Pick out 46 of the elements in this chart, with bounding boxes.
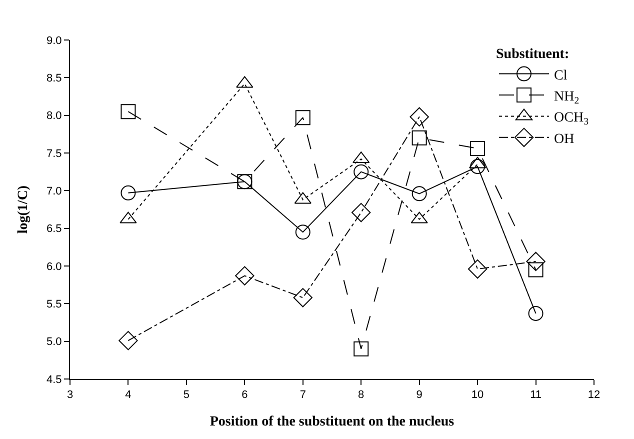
y-tick-label: 7.0 — [46, 186, 62, 198]
x-tick-label: 6 — [242, 389, 248, 402]
legend-label: OH — [554, 132, 574, 147]
point — [528, 306, 544, 321]
x-tick-label: 4 — [125, 389, 132, 402]
y-tick-label: 9.0 — [46, 34, 62, 47]
x-tick-label: 12 — [588, 389, 600, 402]
point — [354, 341, 369, 356]
y-tick-label: 4.5 — [46, 374, 62, 386]
x-tick-label: 11 — [530, 389, 542, 402]
point — [293, 288, 312, 308]
point — [120, 104, 136, 120]
y-tick-label: 8.5 — [46, 72, 62, 85]
y-tick-label: 6.5 — [46, 223, 62, 236]
x-tick-label: 9 — [416, 389, 422, 402]
point — [412, 130, 427, 146]
point — [470, 159, 486, 174]
point — [120, 185, 136, 200]
point — [412, 186, 427, 202]
x-axis-title: Position of the substituent on the nucleus — [210, 414, 455, 430]
point — [354, 164, 369, 180]
y-tick-label: 6.0 — [46, 260, 62, 273]
point — [470, 140, 486, 156]
point — [295, 110, 310, 126]
point — [235, 266, 254, 286]
x-tick-label: 5 — [183, 389, 190, 402]
y-axis-title: log(1/C) — [16, 185, 32, 234]
point — [468, 259, 488, 279]
y-tick-label: 8.0 — [46, 110, 62, 122]
y-tick-label: 5.0 — [46, 336, 62, 348]
point — [352, 202, 371, 222]
legend-label: Cl — [554, 68, 568, 84]
point — [526, 252, 546, 272]
x-tick-label: 7 — [300, 389, 306, 402]
point — [528, 262, 544, 278]
y-tick-label: 7.5 — [46, 148, 62, 160]
legend-label: NH$_{2}$ — [554, 89, 580, 106]
y-tick-label: 5.5 — [46, 298, 62, 311]
point — [295, 224, 310, 240]
point — [118, 330, 138, 350]
point — [410, 107, 429, 126]
legend-title: Substituent: — [496, 47, 570, 62]
x-tick-label: 8 — [358, 389, 364, 402]
x-tick-label: 3 — [66, 389, 74, 402]
x-tick-label: 10 — [471, 389, 484, 402]
legend-label: OCH$_{3}$ — [554, 110, 589, 128]
